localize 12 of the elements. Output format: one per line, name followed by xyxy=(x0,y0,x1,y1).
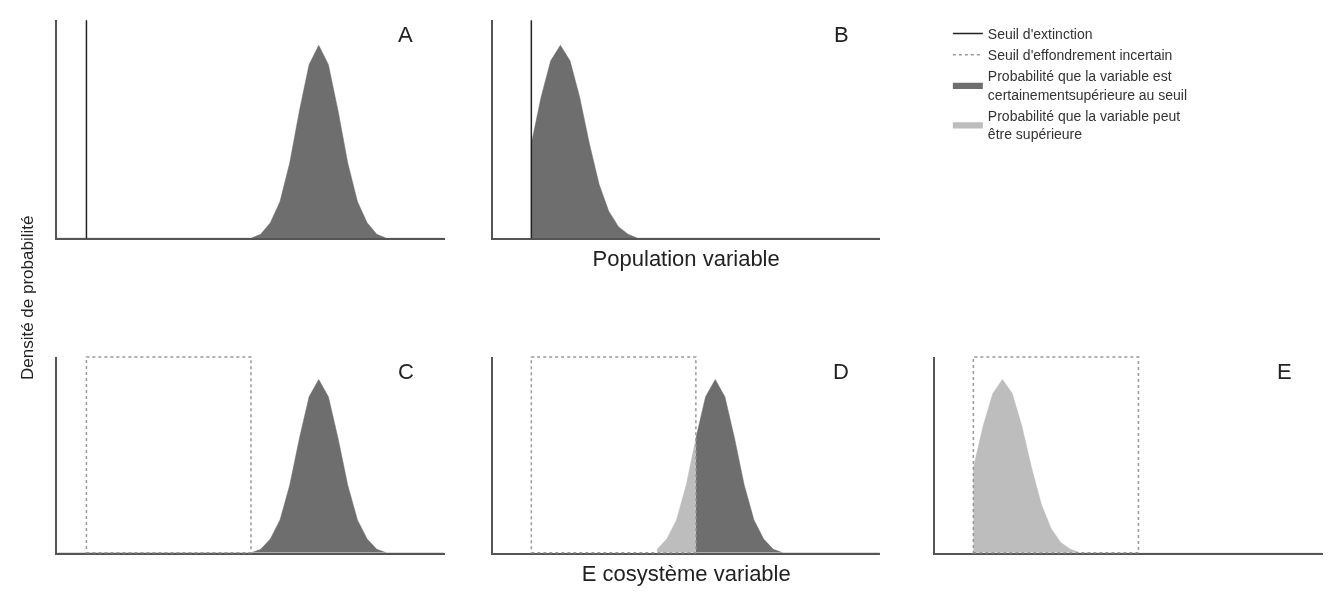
chart-title: C xyxy=(398,359,414,384)
chart-title: E xyxy=(1277,359,1292,384)
x-axis-title: E cosystème variable xyxy=(581,560,791,586)
text: Seuil d'extinction xyxy=(987,25,1093,42)
chart-title: A xyxy=(398,22,413,47)
y-axis-title: Densité de probabilité xyxy=(18,215,38,381)
legend-label: Probabilité que la variable est certainementsupérieure au seuil xyxy=(987,68,1188,103)
text: Seuil d'effondrement incertain xyxy=(987,47,1173,64)
chart-title: B xyxy=(834,22,849,47)
x-axis-title: Population variable xyxy=(592,246,780,272)
legend-label: Probabilité que la variable peut être supérieure xyxy=(987,107,1181,142)
chart-title: D xyxy=(833,359,849,384)
